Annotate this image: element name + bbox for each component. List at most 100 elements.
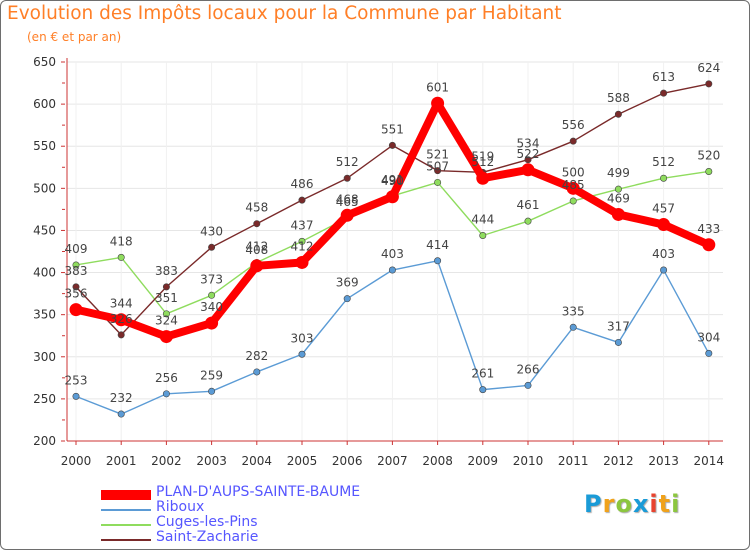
data-point-saint-zacharie	[72, 283, 80, 291]
data-label-cuges: 485	[562, 178, 585, 192]
data-label-plan-d-aups: 469	[607, 191, 630, 205]
data-point-saint-zacharie	[524, 156, 532, 164]
data-point-plan-d-aups	[431, 96, 445, 110]
legend-item-plan-d-aups: PLAN-D'AUPS-SAINTE-BAUME	[101, 484, 401, 503]
y-tick-label: 400	[33, 266, 56, 280]
data-label-plan-d-aups: 344	[110, 297, 133, 311]
data-point-riboux	[660, 266, 668, 274]
y-tick-label: 350	[33, 308, 56, 322]
data-point-cuges	[479, 231, 487, 239]
data-label-cuges: 461	[517, 198, 540, 212]
y-tick-label: 300	[33, 350, 56, 364]
y-tick-label: 500	[33, 181, 56, 195]
data-label-riboux: 303	[291, 331, 314, 345]
data-point-saint-zacharie	[434, 167, 442, 175]
data-label-cuges: 520	[697, 148, 720, 162]
legend-swatch-cuges	[101, 524, 151, 526]
data-label-riboux: 403	[381, 247, 404, 261]
data-label-riboux: 261	[471, 367, 494, 381]
data-point-plan-d-aups	[521, 163, 535, 177]
data-point-saint-zacharie	[253, 220, 261, 228]
x-tick-label: 2000	[61, 454, 92, 468]
data-point-riboux	[343, 295, 351, 303]
data-label-cuges: 499	[607, 166, 630, 180]
data-label-cuges: 373	[200, 272, 223, 286]
chart-subtitle: (en € et par an)	[27, 30, 122, 44]
y-tick-label: 200	[33, 434, 56, 448]
y-tick-label: 650	[33, 55, 56, 69]
data-label-cuges: 491	[381, 173, 404, 187]
data-label-riboux: 253	[65, 373, 88, 387]
grid	[67, 61, 723, 441]
data-point-cuges	[524, 217, 532, 225]
data-point-saint-zacharie	[660, 89, 668, 97]
logo-letter: i	[671, 490, 681, 518]
data-point-saint-zacharie	[388, 141, 396, 149]
y-tick-label: 550	[33, 139, 56, 153]
data-point-plan-d-aups	[385, 190, 399, 204]
data-label-plan-d-aups: 356	[65, 287, 88, 301]
data-label-cuges: 437	[291, 218, 314, 232]
axes: 200 250 300 350 400 450 500 550 600 650 2000 2001 20…	[33, 55, 724, 468]
legend-label-cuges: Cuges-les-Pins	[156, 514, 258, 530]
data-label-plan-d-aups: 340	[200, 300, 223, 314]
data-label-riboux: 266	[517, 362, 540, 376]
logo-letter: P	[584, 490, 603, 518]
data-label-riboux: 369	[336, 276, 359, 290]
legend-label-saint-zacharie: Saint-Zacharie	[156, 529, 259, 545]
data-label-riboux: 414	[426, 238, 449, 252]
data-point-riboux	[208, 387, 216, 395]
logo-letter: i	[649, 490, 659, 518]
x-tick-label: 2004	[242, 454, 273, 468]
data-label-saint-zacharie: 556	[562, 118, 585, 132]
legend-swatch-plan-d-aups	[101, 490, 151, 500]
data-label-riboux: 259	[200, 368, 223, 382]
data-point-riboux	[253, 368, 261, 376]
data-label-saint-zacharie: 326	[110, 312, 133, 326]
data-label-saint-zacharie: 588	[607, 91, 630, 105]
data-label-cuges: 412	[245, 239, 268, 253]
data-label-plan-d-aups: 457	[652, 202, 675, 216]
data-point-saint-zacharie	[343, 174, 351, 182]
y-tick-label: 250	[33, 392, 56, 406]
data-label-plan-d-aups: 500	[562, 165, 585, 179]
y-tick-label: 450	[33, 223, 56, 237]
x-tick-label: 2007	[377, 454, 408, 468]
data-label-cuges: 418	[110, 234, 133, 248]
x-tick-label: 2012	[603, 454, 634, 468]
data-label-saint-zacharie: 613	[652, 70, 675, 84]
data-label-plan-d-aups: 468	[336, 192, 359, 206]
logo-letter: o	[615, 490, 633, 518]
data-label-cuges: 465	[336, 195, 359, 209]
data-label-plan-d-aups: 412	[291, 239, 314, 253]
data-label-cuges: 351	[155, 291, 178, 305]
data-label-cuges: 409	[65, 242, 88, 256]
x-tick-label: 2006	[332, 454, 363, 468]
logo-letter: r	[602, 490, 616, 518]
data-point-riboux	[388, 266, 396, 274]
data-point-plan-d-aups	[69, 303, 83, 317]
data-label-saint-zacharie: 383	[65, 264, 88, 278]
data-point-riboux	[162, 390, 170, 398]
series-layer	[69, 80, 716, 418]
data-point-plan-d-aups	[702, 238, 716, 252]
legend-item-saint-zacharie: Saint-Zacharie	[101, 529, 401, 548]
data-label-riboux: 335	[562, 304, 585, 318]
data-label-cuges: 444	[471, 212, 494, 226]
data-point-riboux	[298, 350, 306, 358]
data-label-saint-zacharie: 534	[517, 137, 540, 151]
legend-swatch-saint-zacharie	[101, 539, 151, 541]
x-tick-label: 2013	[648, 454, 679, 468]
data-label-saint-zacharie: 512	[336, 155, 359, 169]
data-label-saint-zacharie: 458	[245, 201, 268, 215]
data-point-cuges	[705, 167, 713, 175]
data-label-cuges: 512	[652, 155, 675, 169]
data-label-riboux: 282	[245, 349, 268, 363]
data-point-saint-zacharie	[208, 243, 216, 251]
x-tick-label: 2014	[694, 454, 725, 468]
x-tick-label: 2005	[287, 454, 318, 468]
data-point-cuges	[298, 237, 306, 245]
